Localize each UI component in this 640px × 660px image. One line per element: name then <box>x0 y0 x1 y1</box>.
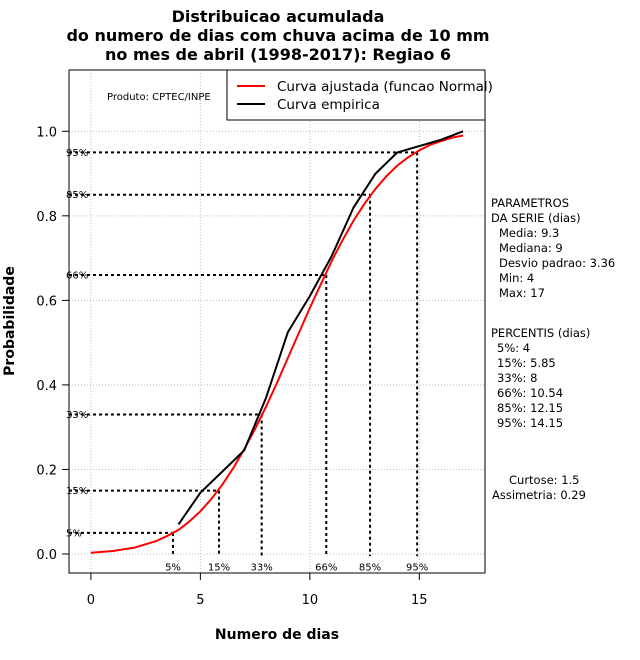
percentile-label-bottom: 95% <box>406 563 428 574</box>
param-item: Min: 4 <box>499 271 534 285</box>
percentile-label-left: 15% <box>66 486 88 497</box>
param-item: Mediana: 9 <box>499 241 563 255</box>
percentile-label-left: 95% <box>66 148 88 159</box>
percentile-guides <box>69 151 419 557</box>
params-title: PARAMETROS <box>491 196 569 210</box>
percentile-item: 66%: 10.54 <box>497 386 563 400</box>
y-tick-label: 0.6 <box>36 294 57 309</box>
percentile-label-left: 5% <box>66 528 82 539</box>
x-tick-label: 5 <box>196 593 204 608</box>
percentile-label-left: 85% <box>66 190 88 201</box>
params-title: DA SERIE (dias) <box>491 211 581 225</box>
percentile-label-bottom: 66% <box>315 563 337 574</box>
product-annotation: Produto: CPTEC/INPE <box>107 92 211 103</box>
series-layer <box>90 130 464 554</box>
percentile-label-bottom: 85% <box>359 563 381 574</box>
legend-label-empirical: Curva empirica <box>277 97 380 113</box>
y-tick-label: 0.8 <box>36 210 57 225</box>
kurtosis-value: Curtose: 1.5 <box>509 473 579 487</box>
x-tick-label: 10 <box>302 593 319 608</box>
axes-layer <box>62 69 486 580</box>
y-tick-label: 1.0 <box>36 125 57 140</box>
y-tick-label: 0.2 <box>36 463 57 478</box>
y-tick-label: 0.4 <box>36 379 57 394</box>
percentile-label-bottom: 15% <box>208 563 230 574</box>
legend-box <box>226 69 486 121</box>
chart-title-line: Distribuicao acumulada <box>172 7 385 26</box>
x-axis-title: Numero de dias <box>215 627 339 643</box>
percentile-item: 5%: 4 <box>497 341 530 355</box>
legend-label-fitted: Curva ajustada (funcao Normal) <box>277 79 493 95</box>
param-item: Media: 9.3 <box>499 226 559 240</box>
x-tick-label: 15 <box>411 593 428 608</box>
chart-title-line: do numero de dias com chuva acima de 10 … <box>66 26 489 45</box>
empirical-curve <box>177 130 464 525</box>
skewness-value: Assimetria: 0.29 <box>492 488 586 502</box>
percentiles-title: PERCENTIS (dias) <box>491 326 590 340</box>
percentile-item: 95%: 14.15 <box>497 416 563 430</box>
chart-title-line: no mes de abril (1998-2017): Regiao 6 <box>105 45 451 64</box>
text-layer: 5% 5% 15% 15% 33% 33% 66% 66% 85% 85% 95% 95% 0 5 10 15… <box>2 7 615 643</box>
percentile-label-bottom: 33% <box>251 563 273 574</box>
param-item: Max: 17 <box>499 286 545 300</box>
percentile-label-left: 66% <box>66 271 88 282</box>
percentile-item: 33%: 8 <box>497 371 537 385</box>
percentile-label-left: 33% <box>66 410 88 421</box>
x-tick-label: 0 <box>87 593 95 608</box>
fitted-normal-curve <box>90 134 464 554</box>
param-item: Desvio padrao: 3.36 <box>499 256 615 270</box>
y-tick-label: 0.0 <box>36 548 57 563</box>
percentile-item: 85%: 12.15 <box>497 401 563 415</box>
percentile-label-bottom: 5% <box>165 563 181 574</box>
percentile-item: 15%: 5.85 <box>497 356 556 370</box>
y-axis-title: Probabilidade <box>2 266 18 376</box>
